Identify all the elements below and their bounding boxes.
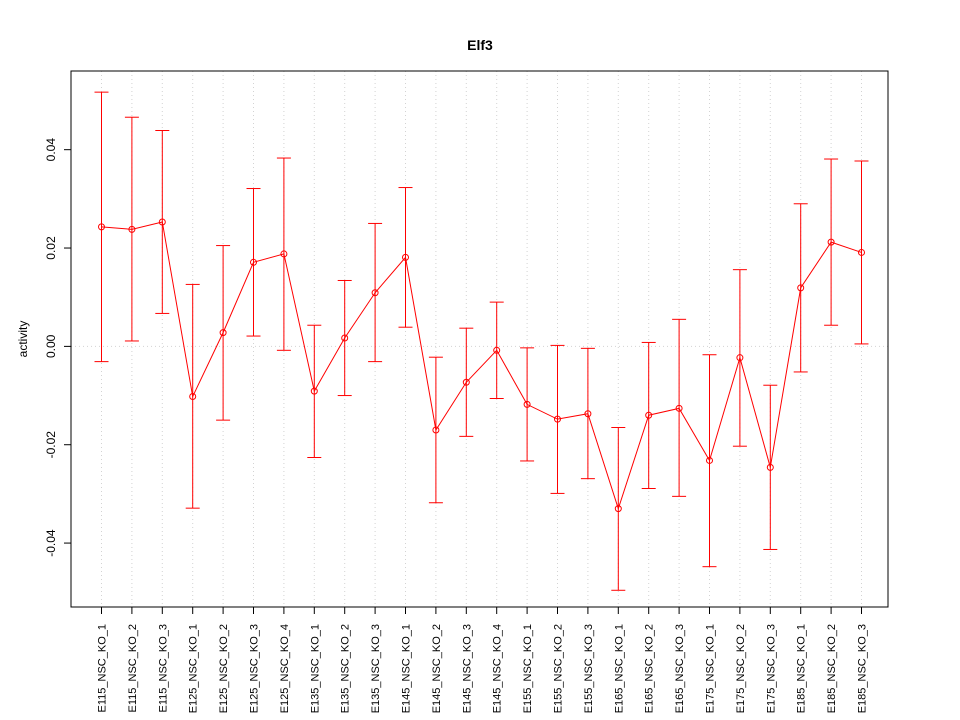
x-tick-label: E145_NSC_KO_4 [492, 624, 504, 713]
x-tick-label: E145_NSC_KO_2 [431, 624, 443, 713]
data-point [158, 218, 166, 226]
x-tick-label: E125_NSC_KO_1 [188, 624, 200, 713]
y-tick-label: 0.02 [44, 236, 58, 260]
data-point [523, 400, 531, 408]
x-tick-label: E135_NSC_KO_2 [340, 624, 352, 713]
data-point [371, 289, 379, 297]
chart-title: Elf3 [467, 37, 493, 53]
data-point [493, 346, 501, 354]
x-tick-label: E115_NSC_KO_1 [97, 624, 109, 712]
data-point [98, 223, 105, 231]
series-line [101, 221, 862, 511]
x-tick-label: E185_NSC_KO_3 [857, 624, 869, 713]
data-point [675, 404, 683, 412]
data-point [827, 238, 835, 246]
data-point [341, 334, 349, 342]
x-tick-label: E165_NSC_KO_3 [674, 624, 686, 713]
y-axis-label: activity [16, 321, 30, 358]
y-tick-label: -0.02 [44, 431, 58, 459]
x-tick-label: E165_NSC_KO_2 [644, 624, 656, 713]
x-tick-label: E175_NSC_KO_3 [765, 624, 777, 713]
data-point [462, 378, 470, 386]
data-point [584, 410, 592, 418]
x-tick-label: E145_NSC_KO_3 [461, 624, 473, 713]
data-point [250, 258, 257, 266]
data-point [402, 253, 409, 261]
data-point [766, 463, 774, 471]
data-point [280, 250, 288, 258]
x-tick-label: E185_NSC_KO_1 [796, 624, 808, 713]
data-point [858, 248, 865, 256]
data-point [736, 354, 744, 362]
x-tick-label: E135_NSC_KO_3 [370, 624, 382, 713]
data-point [432, 426, 440, 434]
y-tick-label: -0.04 [44, 529, 58, 557]
data-point [797, 284, 805, 292]
series-layer [94, 91, 869, 591]
x-tick-label: E155_NSC_KO_3 [583, 624, 595, 713]
x-tick-label: E155_NSC_KO_2 [553, 624, 565, 713]
data-point [706, 456, 713, 464]
x-tick-label: E125_NSC_KO_3 [249, 624, 261, 713]
x-tick-label: E155_NSC_KO_1 [522, 624, 534, 713]
axis-layer: -0.04 -0.02 0.00 0.02 0.04 E115_NSC_KO_1 E115_… [44, 138, 869, 714]
x-tick-label: E185_NSC_KO_2 [826, 624, 838, 713]
x-tick-label: E115_NSC_KO_2 [127, 624, 139, 712]
data-point [219, 329, 227, 337]
x-tick-label: E125_NSC_KO_2 [218, 624, 230, 713]
y-tick-label: 0.00 [44, 334, 58, 358]
plot-frame [70, 70, 889, 608]
y-tick-label: 0.04 [44, 138, 58, 162]
data-point [614, 505, 622, 513]
x-tick-label: E145_NSC_KO_1 [401, 624, 413, 713]
data-point [310, 387, 318, 395]
x-tick-label: E175_NSC_KO_1 [705, 624, 717, 713]
x-tick-label: E135_NSC_KO_1 [309, 624, 321, 713]
data-point [128, 225, 136, 233]
data-point [189, 393, 197, 401]
data-point [554, 415, 561, 423]
x-tick-label: E115_NSC_KO_3 [157, 624, 169, 712]
x-tick-label: E125_NSC_KO_4 [279, 624, 291, 713]
x-tick-label: E165_NSC_KO_1 [613, 624, 625, 713]
x-tick-label: E175_NSC_KO_2 [735, 624, 747, 713]
data-point [645, 411, 653, 419]
